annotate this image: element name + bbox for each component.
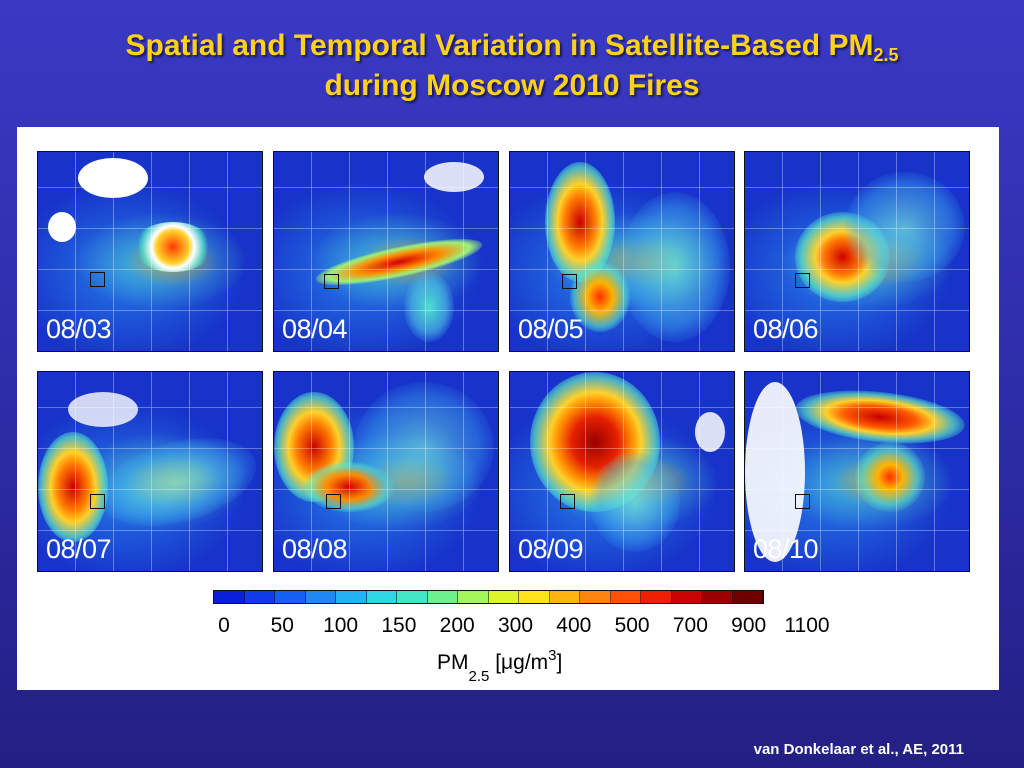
colorbar-tick-label: 50: [270, 614, 294, 637]
colorbar-swatch: [336, 591, 367, 603]
title-line-2: during Moscow 2010 Fires: [324, 69, 700, 102]
colorbar: [213, 590, 764, 604]
title-line-1: Spatial and Temporal Variation in Satell…: [125, 29, 899, 65]
citation: van Donkelaar et al., AE, 2011: [753, 741, 964, 758]
figure-panel-grid: 08/03 08/04 08/05 08/06 08/07: [17, 127, 999, 690]
map-panel-4: 08/06: [744, 151, 970, 352]
colorbar-tick-label: 1100: [784, 614, 830, 637]
colorbar-tick-label: 100: [323, 614, 359, 637]
slide-title: Spatial and Temporal Variation in Satell…: [0, 26, 1024, 106]
colorbar-tick-label: 700: [672, 614, 708, 637]
map-panel-2: 08/04: [273, 151, 499, 352]
map-panel-6: 08/08: [273, 371, 499, 572]
panel-date: 08/04: [282, 314, 348, 344]
colorbar-swatch: [671, 591, 702, 603]
colorbar-swatch: [305, 591, 336, 603]
colorbar-swatch: [580, 591, 611, 603]
panel-date: 08/10: [753, 534, 819, 564]
map-panel-7: 08/09: [509, 371, 735, 572]
colorbar-tick-label: 150: [381, 614, 417, 637]
colorbar-tick-label: 400: [556, 614, 592, 637]
colorbar-swatch: [275, 591, 306, 603]
panel-date: 08/07: [46, 534, 112, 564]
colorbar-swatch: [244, 591, 275, 603]
panel-date: 08/09: [518, 534, 584, 564]
panel-date: 08/06: [753, 314, 819, 344]
map-panel-5: 08/07: [37, 371, 263, 572]
map-panel-1: 08/03: [37, 151, 263, 352]
colorbar-tick-label: 900: [731, 614, 767, 637]
colorbar-tick-label: 500: [614, 614, 650, 637]
title-subscript: 2.5: [873, 45, 899, 65]
map-panel-3: 08/05: [509, 151, 735, 352]
colorbar-swatch: [458, 591, 489, 603]
colorbar-swatch: [214, 591, 245, 603]
colorbar-swatch: [732, 591, 763, 603]
panel-date: 08/03: [46, 314, 112, 344]
colorbar-label: PM2.5 [μg/m3]: [437, 647, 563, 685]
colorbar-swatch: [397, 591, 428, 603]
panel-date: 08/08: [282, 534, 348, 564]
colorbar-tick-label: 200: [439, 614, 475, 637]
colorbar-tick-label: 300: [497, 614, 534, 637]
colorbar-swatch: [519, 591, 550, 603]
colorbar-swatch: [702, 591, 733, 603]
map-panel-8: 08/10: [744, 371, 970, 572]
colorbar-swatch: [427, 591, 458, 603]
colorbar-tick-label: 0: [218, 614, 230, 637]
colorbar-ticks: 0 50 100 150 200 300 400 500 700 900 1100: [17, 614, 999, 644]
colorbar-swatch: [366, 591, 397, 603]
colorbar-swatch: [610, 591, 641, 603]
colorbar-swatch: [488, 591, 519, 603]
colorbar-swatch: [549, 591, 580, 603]
colorbar-swatch: [641, 591, 672, 603]
panel-date: 08/05: [518, 314, 584, 344]
